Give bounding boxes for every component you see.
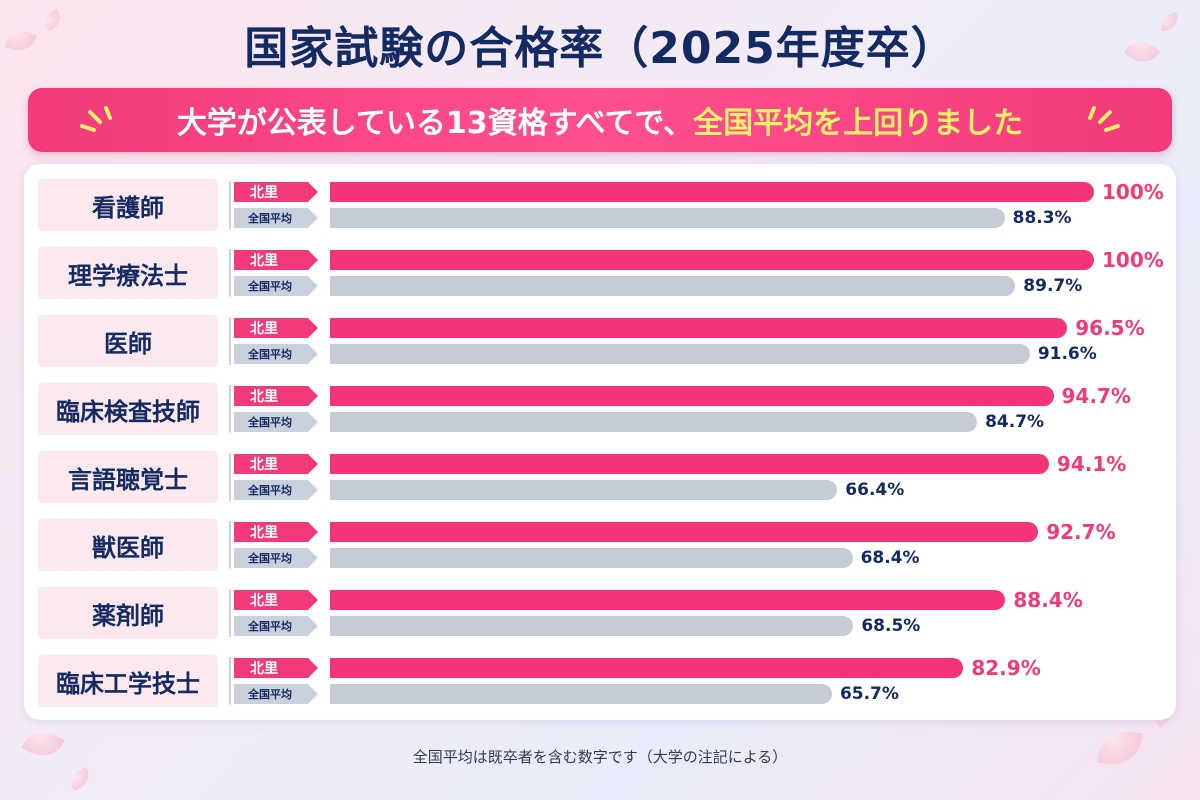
chart-row: 臨床検査技師 北里 94.7% 全国平均 84.7% <box>24 383 1176 435</box>
chart-row: 医師 北里 96.5% 全国平均 91.6% <box>24 315 1176 367</box>
chart-row: 言語聴覚士 北里 94.1% 全国平均 66.4% <box>24 451 1176 503</box>
category-label: 医師 <box>38 315 218 367</box>
bar <box>330 454 1049 474</box>
banner-text: 大学が公表している13資格すべてで、 <box>176 106 694 141</box>
category-label: 臨床工学技士 <box>38 655 218 707</box>
data-label: 91.6% <box>1037 344 1097 364</box>
data-label: 68.4% <box>860 548 920 568</box>
bar <box>330 250 1094 270</box>
series-tag: 全国平均 <box>234 616 318 636</box>
data-label: 68.5% <box>861 616 921 636</box>
data-label: 84.7% <box>985 412 1045 432</box>
category-label: 臨床検査技師 <box>38 383 218 435</box>
category-label: 薬剤師 <box>38 587 218 639</box>
bar <box>330 616 854 636</box>
series-tag: 全国平均 <box>234 276 318 296</box>
data-label: 100% <box>1102 248 1164 272</box>
data-label: 65.7% <box>839 684 899 704</box>
data-label: 100% <box>1102 180 1164 204</box>
data-label: 94.7% <box>1061 384 1131 408</box>
series-tag: 全国平均 <box>234 480 318 500</box>
series-tag: 全国平均 <box>234 412 318 432</box>
category-label: 獣医師 <box>38 519 218 571</box>
bar <box>330 590 1006 610</box>
bar <box>330 684 832 704</box>
series-tag: 北里 <box>234 590 318 610</box>
bar <box>330 318 1068 338</box>
data-label: 92.7% <box>1046 520 1116 544</box>
category-label: 看護師 <box>38 179 218 231</box>
sparkle-left-icon <box>80 106 112 132</box>
banner-highlight: 全国平均を上回りました <box>693 106 1024 141</box>
row-divider <box>229 181 231 229</box>
chart-row: 看護師 北里 100% 全国平均 88.3% <box>24 179 1176 231</box>
bar <box>330 276 1016 296</box>
data-label: 94.1% <box>1056 452 1127 476</box>
data-label: 96.5% <box>1075 316 1145 340</box>
chart-row: 獣医師 北里 92.7% 全国平均 68.4% <box>24 519 1176 571</box>
row-divider <box>229 249 231 297</box>
row-divider <box>229 521 231 569</box>
series-tag: 全国平均 <box>234 208 318 228</box>
footnote: 全国平均は既卒者を含む数字です（大学の注記による） <box>412 748 788 766</box>
row-divider <box>229 657 231 705</box>
chart-row: 臨床工学技士 北里 82.9% 全国平均 65.7% <box>24 655 1176 707</box>
series-tag: 北里 <box>234 658 318 678</box>
row-divider <box>229 589 231 637</box>
sparkle-right-icon <box>1088 106 1120 132</box>
data-label: 82.9% <box>971 656 1041 680</box>
headline-banner: 大学が公表している13資格すべてで、 全国平均を上回りました <box>28 88 1172 152</box>
row-divider <box>229 317 231 365</box>
series-tag: 全国平均 <box>234 548 318 568</box>
bar <box>330 208 1005 228</box>
bar <box>330 412 978 432</box>
series-tag: 北里 <box>234 250 318 270</box>
bar <box>330 658 964 678</box>
bar <box>330 480 838 500</box>
chart-row: 理学療法士 北里 100% 全国平均 89.7% <box>24 247 1176 299</box>
row-divider <box>229 453 231 501</box>
bar <box>330 522 1039 542</box>
data-label: 88.4% <box>1013 588 1083 612</box>
category-label: 言語聴覚士 <box>38 451 218 503</box>
data-label: 89.7% <box>1023 276 1083 296</box>
bar <box>330 386 1054 406</box>
bar <box>330 548 853 568</box>
data-label: 88.3% <box>1012 208 1072 228</box>
chart-panel: 看護師 北里 100% 全国平均 88.3% 理学療法士 北里 100% 全国平均 89.7% 医師… <box>24 164 1176 720</box>
data-label: 66.4% <box>845 480 905 500</box>
category-label: 理学療法士 <box>38 247 218 299</box>
series-tag: 全国平均 <box>234 684 318 704</box>
petal-decoration <box>67 767 93 791</box>
series-tag: 北里 <box>234 522 318 542</box>
series-tag: 北里 <box>234 182 318 202</box>
series-tag: 北里 <box>234 386 318 406</box>
chart-row: 薬剤師 北里 88.4% 全国平均 68.5% <box>24 587 1176 639</box>
bar <box>330 344 1030 364</box>
series-tag: 全国平均 <box>234 344 318 364</box>
series-tag: 北里 <box>234 318 318 338</box>
row-divider <box>229 385 231 433</box>
page-title: 国家試験の合格率（2025年度卒） <box>244 23 956 74</box>
bar <box>330 182 1094 202</box>
series-tag: 北里 <box>234 454 318 474</box>
